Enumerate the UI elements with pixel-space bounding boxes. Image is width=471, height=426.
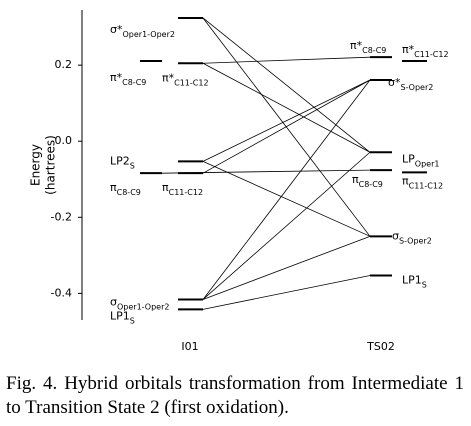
- label-sub: C11-C12: [414, 49, 448, 58]
- y-tick-label: 0.2: [55, 58, 73, 71]
- label-sub: S-Oper2: [400, 82, 433, 91]
- column-label: I01: [181, 340, 198, 353]
- y-tick-label: -0.4: [51, 286, 72, 299]
- level-label: πC11-C12: [402, 174, 443, 190]
- label-main: LP: [402, 152, 415, 165]
- label-sub: Oper1-Oper2: [117, 302, 169, 311]
- level-label: π*C11-C12: [402, 43, 449, 59]
- connection: [202, 62, 371, 153]
- label-main: π: [162, 181, 169, 194]
- label-main: π*: [162, 71, 175, 84]
- connection: [202, 79, 371, 162]
- level-label: σ*S-Oper2: [388, 76, 433, 92]
- level-label: σOper1-Oper2: [110, 295, 169, 311]
- label-sub: C11-C12: [169, 188, 203, 197]
- level-label: σ*Oper1-Oper2: [110, 23, 175, 39]
- level-label: π*C8-C9: [350, 39, 386, 55]
- y-tick-label: 0.0: [55, 134, 73, 147]
- connection: [202, 17, 371, 153]
- label-main: π*: [350, 39, 363, 52]
- label-sub: C11-C12: [174, 78, 208, 87]
- label-sub: S: [130, 316, 135, 325]
- label-main: σ*: [110, 23, 123, 36]
- label-main: π*: [402, 43, 415, 56]
- label-sub: C8-C9: [122, 77, 146, 86]
- connection: [202, 151, 371, 300]
- label-main: LP1: [110, 309, 130, 322]
- level-label: LP1S: [402, 273, 427, 289]
- label-sub: C8-C9: [359, 180, 383, 189]
- connection: [202, 17, 371, 237]
- connection: [202, 275, 371, 310]
- level-label: LP2S: [110, 154, 135, 170]
- chart: Energy (hartrees) -0.4-0.20.00.2I01σ*Ope…: [29, 10, 449, 353]
- label-main: σ: [110, 295, 117, 308]
- caption: Fig. 4. Hybrid orbitals transformation f…: [6, 373, 464, 418]
- label-main: π: [352, 173, 359, 186]
- level-label: πC8-C9: [352, 173, 383, 189]
- y-axis-title: Energy: [29, 144, 43, 186]
- connection: [202, 235, 371, 300]
- label-main: π*: [110, 71, 123, 84]
- y-tick-label: -0.2: [51, 210, 72, 223]
- label-sub: C8-C9: [117, 188, 141, 197]
- connection: [202, 56, 371, 64]
- label-main: σ: [392, 229, 399, 242]
- level-label: π*C8-C9: [110, 71, 146, 87]
- connection: [202, 79, 371, 174]
- label-sub: Oper1-Oper2: [122, 29, 174, 38]
- connection: [202, 79, 371, 300]
- label-sub: S: [422, 280, 427, 289]
- level-label: πC8-C9: [110, 181, 141, 197]
- level-label: πC11-C12: [162, 181, 203, 197]
- level-label: σS-Oper2: [392, 229, 432, 245]
- label-main: σ*: [388, 76, 401, 89]
- label-main: π: [110, 181, 117, 194]
- label-sub: S-Oper2: [399, 236, 432, 245]
- column-label: TS02: [366, 340, 395, 353]
- y-axis-unit: (hartrees): [44, 135, 58, 195]
- label-sub: S: [130, 161, 135, 170]
- connection: [202, 161, 371, 237]
- label-main: π: [402, 174, 409, 187]
- label-sub: Oper1: [415, 159, 440, 168]
- label-main: LP2: [110, 154, 130, 167]
- label-sub: C11-C12: [409, 181, 443, 190]
- level-label: LP1S: [110, 309, 135, 325]
- level-label: LPOper1: [402, 152, 439, 168]
- label-sub: C8-C9: [362, 46, 386, 55]
- level-label: π*C11-C12: [162, 71, 209, 87]
- label-main: LP1: [402, 273, 422, 286]
